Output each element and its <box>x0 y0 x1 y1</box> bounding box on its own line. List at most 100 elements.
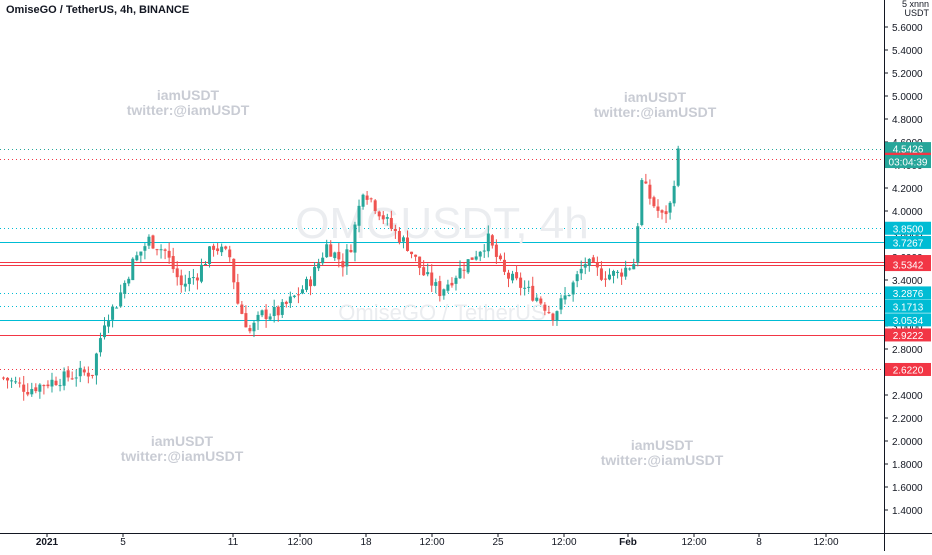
candle[interactable] <box>14 376 18 384</box>
candle[interactable] <box>494 239 498 265</box>
candle[interactable] <box>333 251 337 261</box>
candle[interactable] <box>660 209 664 220</box>
candle[interactable] <box>50 372 54 393</box>
candle[interactable] <box>58 378 62 392</box>
candle[interactable] <box>216 242 220 255</box>
price-level-tag[interactable]: 4.5426 <box>885 142 931 156</box>
candle[interactable] <box>418 256 422 276</box>
candle[interactable] <box>264 304 268 328</box>
candle[interactable] <box>668 201 672 220</box>
candle[interactable] <box>612 269 616 284</box>
candle[interactable] <box>591 254 595 263</box>
candle[interactable] <box>272 299 276 323</box>
candle[interactable] <box>595 256 599 276</box>
candle[interactable] <box>373 198 377 215</box>
candle[interactable] <box>353 221 357 262</box>
candle[interactable] <box>369 197 373 203</box>
candle[interactable] <box>652 195 656 208</box>
price-level-tag[interactable]: 3.7267 <box>885 235 931 250</box>
candle[interactable] <box>199 258 203 284</box>
candle[interactable] <box>434 278 438 294</box>
candle[interactable] <box>628 267 632 271</box>
candle[interactable] <box>208 246 212 268</box>
candle[interactable] <box>252 320 256 338</box>
candle[interactable] <box>377 210 381 221</box>
candle[interactable] <box>486 225 490 258</box>
candle[interactable] <box>280 299 284 318</box>
price-level-tag[interactable]: 3.1713 <box>885 299 931 314</box>
candle[interactable] <box>313 262 317 287</box>
candle[interactable] <box>296 287 300 304</box>
candle[interactable] <box>6 377 10 389</box>
candle[interactable] <box>640 178 644 227</box>
candle[interactable] <box>426 263 430 277</box>
candle[interactable] <box>18 377 22 388</box>
candle[interactable] <box>531 276 535 302</box>
candle[interactable] <box>284 300 288 308</box>
candle[interactable] <box>458 260 462 280</box>
price-axis[interactable]: 5 xnnn USDT <box>884 0 932 533</box>
candle[interactable] <box>195 273 199 290</box>
price-level-tag[interactable]: 03:04:39 <box>885 155 931 169</box>
candle[interactable] <box>115 306 119 309</box>
candle[interactable] <box>292 294 296 299</box>
candle[interactable] <box>179 269 183 293</box>
candle[interactable] <box>111 304 115 328</box>
candle[interactable] <box>539 296 543 306</box>
candle[interactable] <box>135 251 139 262</box>
candle[interactable] <box>498 253 502 261</box>
candle[interactable] <box>90 374 94 379</box>
candle[interactable] <box>502 252 506 275</box>
candle[interactable] <box>523 280 527 296</box>
candle[interactable] <box>567 294 571 297</box>
candle[interactable] <box>46 380 50 389</box>
candle[interactable] <box>385 213 389 226</box>
candle[interactable] <box>30 382 34 397</box>
candle[interactable] <box>349 244 353 253</box>
candle[interactable] <box>329 240 333 257</box>
candle[interactable] <box>648 179 652 205</box>
price-level-tag[interactable]: 2.6220 <box>885 362 931 377</box>
candle[interactable] <box>482 244 486 258</box>
candle[interactable] <box>624 260 628 280</box>
candle[interactable] <box>422 260 426 277</box>
candle[interactable] <box>256 311 260 330</box>
price-level-tag[interactable]: 3.5342 <box>885 258 931 272</box>
candle[interactable] <box>86 366 90 384</box>
candle[interactable] <box>410 251 414 259</box>
candle[interactable] <box>74 369 78 387</box>
candle[interactable] <box>236 273 240 305</box>
candle[interactable] <box>107 314 111 334</box>
candle[interactable] <box>563 287 567 305</box>
candle[interactable] <box>228 245 232 262</box>
price-level-tag[interactable]: 3.0534 <box>885 313 931 327</box>
candle[interactable] <box>587 258 591 272</box>
candle[interactable] <box>321 252 325 266</box>
candle[interactable] <box>583 257 587 275</box>
time-axis[interactable] <box>0 533 884 551</box>
candle[interactable] <box>656 199 660 218</box>
price-level-tag[interactable]: 3.2876 <box>885 286 931 300</box>
candle[interactable] <box>119 284 123 308</box>
candle[interactable] <box>361 193 365 210</box>
candle[interactable] <box>438 275 442 302</box>
candle[interactable] <box>345 244 349 275</box>
candle[interactable] <box>240 300 244 315</box>
candle[interactable] <box>478 250 482 262</box>
candle[interactable] <box>103 317 106 340</box>
candle[interactable] <box>317 258 321 272</box>
candle[interactable] <box>26 383 30 397</box>
candle[interactable] <box>474 250 478 261</box>
candle[interactable] <box>341 253 345 277</box>
candle[interactable] <box>2 376 5 381</box>
candle[interactable] <box>535 294 539 303</box>
candle[interactable] <box>34 383 38 394</box>
candle[interactable] <box>155 248 159 256</box>
candle[interactable] <box>466 259 470 275</box>
candle[interactable] <box>248 324 252 334</box>
candle[interactable] <box>325 239 329 258</box>
candle[interactable] <box>147 234 151 249</box>
candle[interactable] <box>470 257 474 261</box>
candle[interactable] <box>527 280 531 293</box>
